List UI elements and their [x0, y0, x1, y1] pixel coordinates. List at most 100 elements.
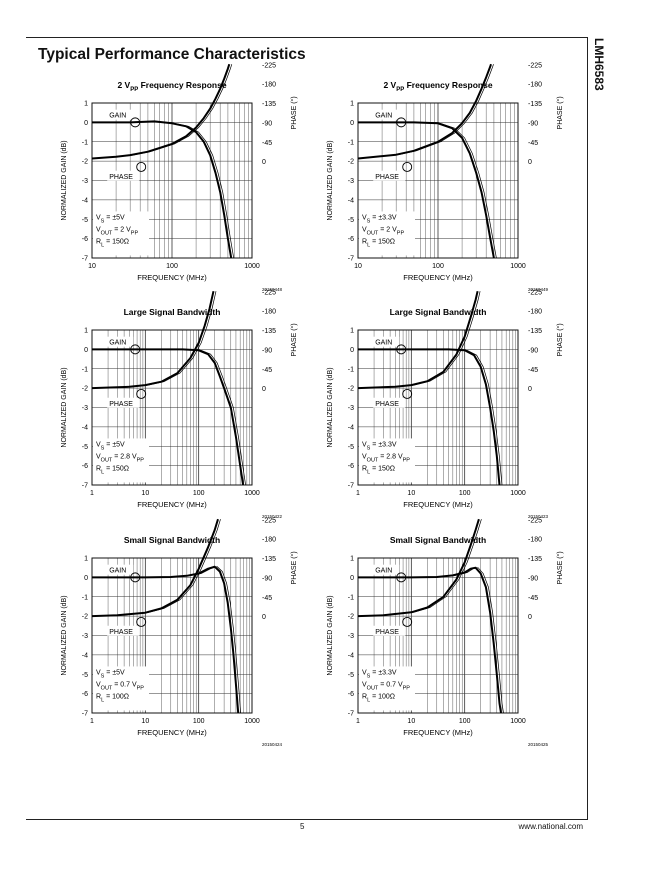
conditions-bg [93, 211, 149, 256]
y-tick-label: 0 [350, 347, 354, 354]
y-tick-label: -5 [82, 217, 88, 224]
y2-tick-label: -90 [528, 120, 538, 127]
condition-text: RL = 150Ω [96, 238, 129, 248]
gain-curve-overlay [360, 567, 504, 714]
y2-tick-label: -135 [528, 328, 542, 335]
conditions-bg [93, 438, 149, 483]
chart-4: Large Signal Bandwidth10-1-2-3-4-5-6-70-… [327, 289, 564, 519]
y-tick-label: 1 [350, 328, 354, 335]
y-tick-label: -4 [348, 197, 354, 204]
figure-id: 20150423 [528, 514, 549, 519]
x-axis-label: FREQUENCY (MHz) [137, 500, 207, 509]
phase-label: PHASE [375, 174, 399, 181]
y-tick-label: -6 [82, 463, 88, 470]
x-axis-label: FREQUENCY (MHz) [137, 273, 207, 282]
y-tick-label: -4 [82, 424, 88, 431]
phase-label-bg [373, 397, 406, 408]
x-tick-label: 100 [193, 490, 205, 497]
conditions-bg [359, 666, 415, 711]
phase-label: PHASE [375, 401, 399, 408]
x-tick-label: 1000 [510, 718, 526, 725]
gain-curve-overlay [94, 566, 242, 714]
phase-label: PHASE [375, 629, 399, 636]
website-link[interactable]: www.national.com [518, 822, 583, 831]
gain-curve-overlay [94, 349, 246, 486]
x-tick-label: 1000 [244, 718, 260, 725]
y-axis-label: NORMALIZED GAIN (dB) [327, 367, 334, 447]
phase-curve-overlay [94, 519, 221, 617]
part-number-label: LMH6583 [592, 38, 606, 108]
chart-title: Small Signal Bandwidth [124, 535, 220, 545]
y-tick-label: -1 [82, 366, 88, 373]
y2-tick-label: -135 [262, 328, 276, 335]
y2-tick-label: -225 [528, 289, 542, 296]
x-axis-label: FREQUENCY (MHz) [403, 500, 473, 509]
y-tick-label: -2 [348, 614, 354, 621]
gain-marker-circle [396, 572, 407, 583]
y-axis-label: NORMALIZED GAIN (dB) [61, 595, 68, 675]
y-tick-label: -4 [82, 652, 88, 659]
plot-area-frame [357, 557, 519, 714]
figure-id: 20150425 [528, 742, 549, 747]
section-title: Typical Performance Characteristics [38, 46, 306, 63]
y-tick-label: -5 [82, 444, 88, 451]
condition-text: RL = 150Ω [362, 238, 395, 248]
y-tick-label: -3 [348, 633, 354, 640]
gain-curve-overlay [360, 122, 497, 259]
gain-label-bg [373, 564, 400, 575]
y-tick-label: -6 [348, 236, 354, 243]
x-tick-label: 1000 [244, 490, 260, 497]
figure-id: 20150422 [262, 514, 283, 519]
chart-6: Small Signal Bandwidth10-1-2-3-4-5-6-70-… [327, 517, 564, 747]
conditions-bg [359, 211, 415, 256]
y-tick-label: -5 [82, 672, 88, 679]
phase-curve-overlay [94, 291, 217, 389]
condition-text: VOUT = 0.7 VPP [362, 681, 410, 691]
y2-tick-label: -45 [262, 367, 272, 374]
y-tick-label: -4 [348, 652, 354, 659]
y2-tick-label: -45 [528, 140, 538, 147]
part-number: LMH6583 [592, 38, 606, 91]
phase-label-bg [373, 170, 406, 181]
phase-label-bg [373, 625, 406, 636]
y-tick-label: -5 [348, 672, 354, 679]
plot-area-frame [91, 329, 253, 486]
y2-tick-label: -180 [528, 309, 542, 316]
y-tick-label: -7 [348, 483, 354, 490]
y2-tick-label: 0 [528, 386, 532, 393]
y2-tick-label: -225 [262, 62, 276, 69]
x-axis-label: FREQUENCY (MHz) [403, 273, 473, 282]
y2-tick-label: -225 [528, 517, 542, 524]
y-tick-label: -1 [348, 366, 354, 373]
y-tick-label: -2 [82, 159, 88, 166]
y-tick-label: -4 [82, 197, 88, 204]
y-tick-label: -7 [82, 483, 88, 490]
y2-tick-label: 0 [262, 386, 266, 393]
chart-3: Large Signal Bandwidth10-1-2-3-4-5-6-70-… [61, 289, 298, 519]
y2-tick-label: -135 [262, 101, 276, 108]
y2-tick-label: 0 [528, 159, 532, 166]
x-tick-label: 10 [141, 718, 149, 725]
y-tick-label: -2 [348, 159, 354, 166]
x-tick-label: 100 [459, 718, 471, 725]
y2-tick-label: -225 [262, 289, 276, 296]
y-tick-label: 0 [84, 120, 88, 127]
y2-tick-label: -180 [262, 309, 276, 316]
condition-text: VS = ±5V [96, 441, 125, 451]
y-axis-label: NORMALIZED GAIN (dB) [327, 140, 334, 220]
plot-area-frame [357, 329, 519, 486]
phase-curve-overlay [360, 519, 482, 617]
phase-marker-circle [402, 616, 413, 627]
x-axis-label: FREQUENCY (MHz) [403, 728, 473, 737]
y-tick-label: -6 [348, 691, 354, 698]
condition-text: VS = ±5V [96, 214, 125, 224]
y2-tick-label: -180 [262, 82, 276, 89]
phase-label-bg [107, 625, 140, 636]
gain-label: GAIN [375, 113, 392, 120]
y2-tick-label: -45 [528, 595, 538, 602]
y-tick-label: -2 [82, 386, 88, 393]
y2-tick-label: -180 [528, 537, 542, 544]
phase-marker-circle [402, 388, 413, 399]
y2-axis-label: PHASE (°) [556, 323, 564, 356]
x-tick-label: 1 [356, 718, 360, 725]
